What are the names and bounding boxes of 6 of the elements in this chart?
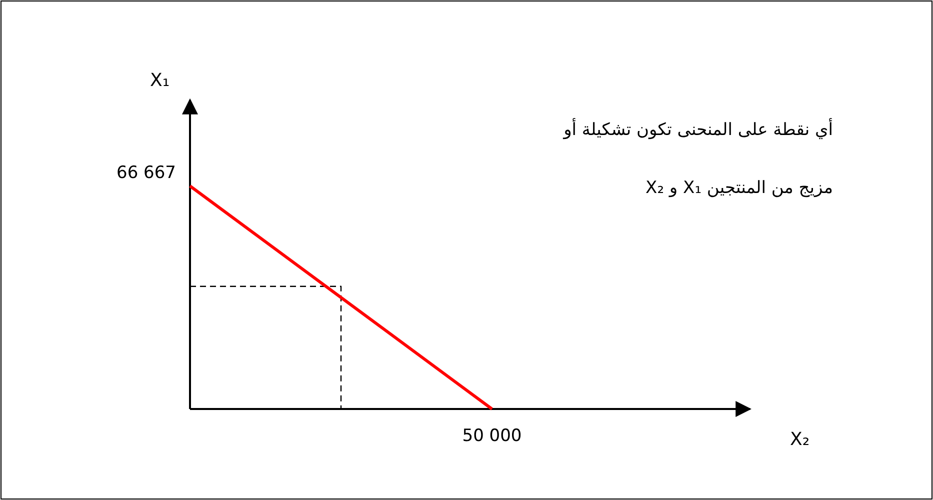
annotation: 50 000: [462, 426, 522, 446]
annotation: 66 667: [116, 163, 176, 183]
annotation: أي نقطة على المنحنى تكون تشكيلة أو: [564, 120, 833, 140]
annotation: X₁: [150, 70, 170, 91]
annotation: مزيج من المنتجين X₁ و X₂: [646, 178, 833, 198]
annotation: X₂: [790, 429, 810, 450]
